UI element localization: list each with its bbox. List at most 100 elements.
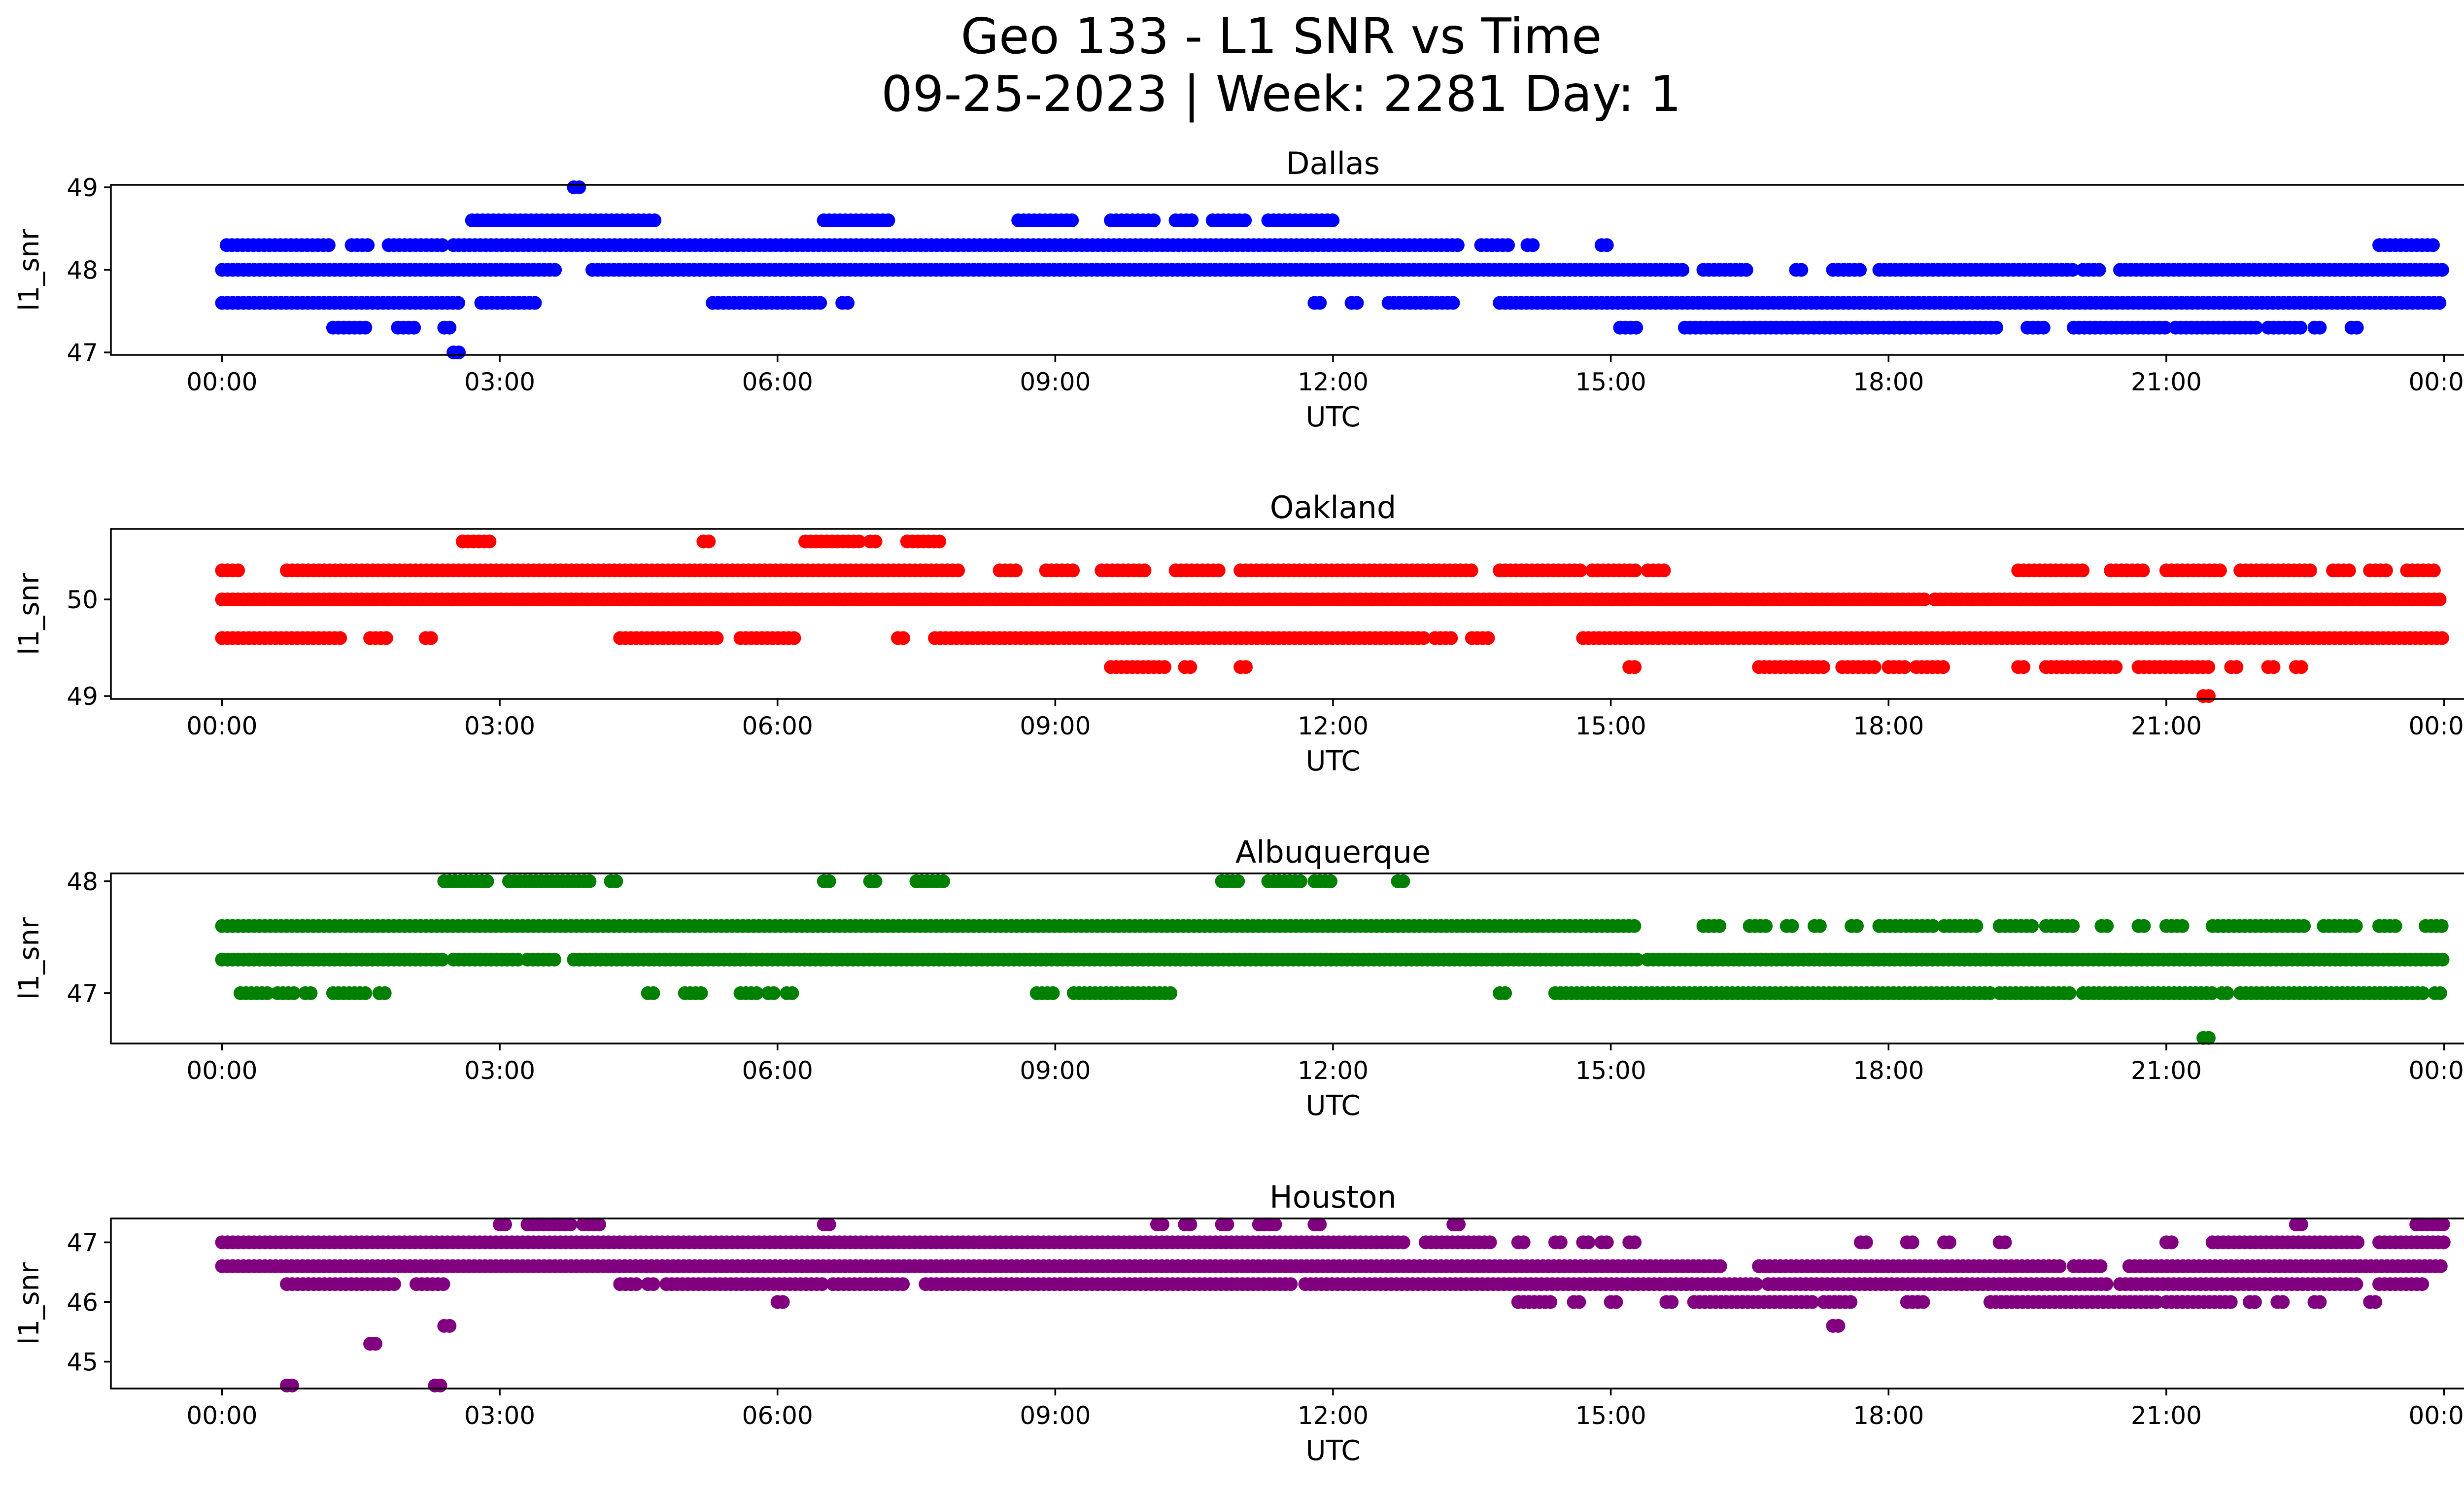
data-point: [480, 874, 494, 888]
subplot-title: Houston: [1269, 1179, 1397, 1215]
data-point: [2294, 660, 2308, 674]
x-tick-label: 15:00: [1575, 1401, 1646, 1430]
data-point: [563, 1217, 578, 1232]
x-tick-label: 03:00: [464, 368, 535, 396]
x-tick-label: 00:00: [2408, 1056, 2464, 1085]
y-tick-label: 47: [67, 979, 98, 1008]
figure-title-line-1: Geo 133 - L1 SNR vs Time: [961, 7, 1602, 65]
data-point: [321, 238, 336, 252]
data-points: [215, 874, 2450, 1045]
data-point: [2175, 919, 2190, 933]
data-point: [1916, 1295, 1930, 1309]
data-point: [1816, 660, 1830, 674]
data-point: [822, 1217, 836, 1232]
data-point: [1326, 213, 1340, 227]
y-tick-label: 48: [67, 256, 98, 285]
x-tick-label: 18:00: [1853, 1401, 1924, 1430]
y-tick-label: 47: [67, 339, 98, 367]
data-point: [1573, 563, 1587, 578]
data-point: [1268, 1217, 1282, 1232]
data-point: [443, 1319, 457, 1333]
x-tick-label: 21:00: [2131, 368, 2202, 396]
data-point: [1942, 1235, 1956, 1250]
data-point: [1572, 1295, 1586, 1309]
data-point: [2036, 320, 2051, 335]
data-point: [1628, 660, 1642, 674]
x-tick-label: 06:00: [742, 1056, 813, 1085]
y-tick-label: 49: [67, 682, 98, 711]
data-point: [369, 1337, 382, 1351]
data-point: [2248, 1295, 2262, 1309]
data-point: [609, 874, 623, 888]
y-axis-label: l1_snr: [13, 572, 45, 655]
data-point: [358, 320, 373, 335]
data-point: [1969, 919, 1984, 933]
data-point: [1446, 296, 1460, 310]
data-point: [1498, 986, 1512, 1000]
data-point: [1627, 919, 1642, 933]
data-point: [2213, 563, 2227, 578]
data-point: [582, 874, 597, 888]
data-point: [1066, 563, 1080, 578]
data-point: [2202, 689, 2216, 703]
x-tick-label: 18:00: [1853, 368, 1924, 396]
data-point: [451, 296, 465, 310]
data-point: [710, 631, 724, 645]
data-point: [646, 1277, 660, 1291]
data-point: [2093, 1259, 2108, 1273]
x-tick-label: 15:00: [1575, 712, 1646, 740]
data-point: [1293, 874, 1307, 888]
data-point: [881, 213, 895, 227]
data-point: [1543, 1295, 1558, 1309]
data-point: [2436, 1235, 2451, 1250]
data-point: [424, 631, 438, 645]
data-point: [1239, 660, 1253, 674]
data-point: [1158, 660, 1172, 674]
data-point: [1813, 919, 1827, 933]
data-point: [1416, 631, 1431, 645]
data-point: [2313, 1295, 2327, 1309]
data-point: [841, 296, 855, 310]
data-point: [2313, 320, 2327, 335]
x-axis-label: UTC: [1305, 1435, 1360, 1467]
data-point: [2342, 563, 2356, 578]
data-point: [2379, 563, 2393, 578]
x-tick-label: 03:00: [464, 1401, 535, 1430]
x-tick-label: 00:00: [186, 1401, 257, 1430]
y-tick-label: 46: [67, 1288, 98, 1317]
data-point: [2136, 563, 2150, 578]
data-point: [2099, 1277, 2114, 1291]
data-point: [868, 534, 883, 549]
data-point: [1553, 1235, 1568, 1250]
x-axis-label: UTC: [1305, 1090, 1360, 1122]
y-tick-label: 45: [67, 1348, 98, 1377]
data-point: [285, 1378, 299, 1392]
data-point: [358, 986, 373, 1000]
x-tick-label: 12:00: [1298, 1401, 1369, 1430]
data-point: [1483, 1235, 1497, 1250]
data-points: [215, 534, 2449, 703]
data-point: [1313, 1217, 1327, 1232]
data-point: [694, 986, 708, 1000]
x-tick-label: 06:00: [742, 712, 813, 740]
data-point: [379, 631, 393, 645]
data-point: [2066, 919, 2080, 933]
data-point: [1600, 1235, 1614, 1250]
data-point: [1853, 263, 1867, 277]
x-tick-label: 06:00: [742, 368, 813, 396]
data-point: [1183, 660, 1198, 674]
data-point: [1231, 874, 1245, 888]
data-point: [2303, 563, 2317, 578]
data-point: [231, 563, 245, 578]
data-point: [2202, 1031, 2216, 1045]
data-point: [260, 986, 274, 1000]
y-tick-label: 48: [67, 868, 98, 896]
data-point: [1137, 563, 1152, 578]
data-point: [435, 952, 449, 967]
x-tick-label: 21:00: [2131, 712, 2202, 740]
data-point: [2137, 919, 2151, 933]
data-point: [2351, 1235, 2365, 1250]
data-point: [286, 986, 301, 1000]
data-point: [1609, 1295, 1623, 1309]
data-point: [1350, 296, 1364, 310]
